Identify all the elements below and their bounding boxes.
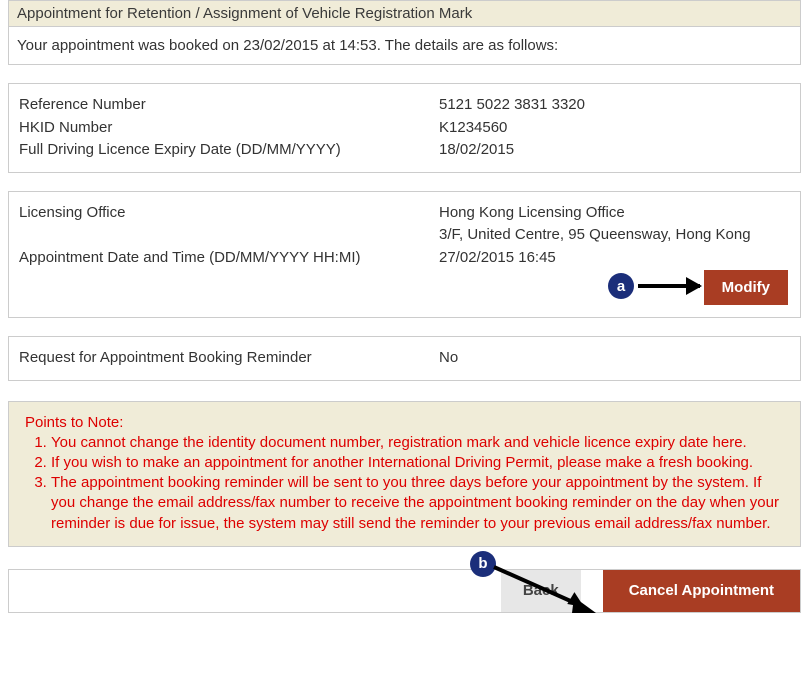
note-item-2: If you wish to make an appointment for a… (51, 453, 784, 473)
licence-expiry-label: Full Driving Licence Expiry Date (DD/MM/… (19, 139, 439, 162)
points-to-note-panel: Points to Note: You cannot change the id… (8, 401, 801, 547)
cancel-appointment-button[interactable]: Cancel Appointment (603, 570, 800, 612)
licensing-office-value: Hong Kong Licensing Office (439, 202, 790, 225)
intro-text: Your appointment was booked on 23/02/201… (8, 27, 801, 65)
ref-number-label: Reference Number (19, 94, 439, 117)
arrow-right-icon (638, 284, 700, 288)
licence-expiry-value: 18/02/2015 (439, 139, 790, 162)
reminder-label: Request for Appointment Booking Reminder (19, 347, 439, 370)
action-bar: Back Cancel Appointment (8, 569, 801, 613)
hkid-label: HKID Number (19, 117, 439, 140)
annotation-a: a (608, 273, 700, 299)
annotation-a-label: a (608, 273, 634, 299)
notes-title: Points to Note: (25, 414, 784, 431)
page-title: Appointment for Retention / Assignment o… (8, 0, 801, 27)
note-item-3: The appointment booking reminder will be… (51, 473, 784, 534)
note-item-1: You cannot change the identity document … (51, 433, 784, 453)
hkid-value: K1234560 (439, 117, 790, 140)
reminder-panel: Request for Appointment Booking Reminder… (8, 336, 801, 381)
reference-panel: Reference Number 5121 5022 3831 3320 HKI… (8, 83, 801, 173)
reminder-value: No (439, 347, 790, 370)
office-panel: Licensing Office Hong Kong Licensing Off… (8, 191, 801, 319)
back-button[interactable]: Back (501, 570, 581, 612)
appointment-datetime-value: 27/02/2015 16:45 (439, 247, 790, 270)
licensing-office-label: Licensing Office (19, 202, 439, 247)
modify-button[interactable]: Modify (704, 270, 788, 305)
licensing-office-address: 3/F, United Centre, 95 Queensway, Hong K… (439, 224, 790, 247)
appointment-datetime-label: Appointment Date and Time (DD/MM/YYYY HH… (19, 247, 439, 270)
ref-number-value: 5121 5022 3831 3320 (439, 94, 790, 117)
